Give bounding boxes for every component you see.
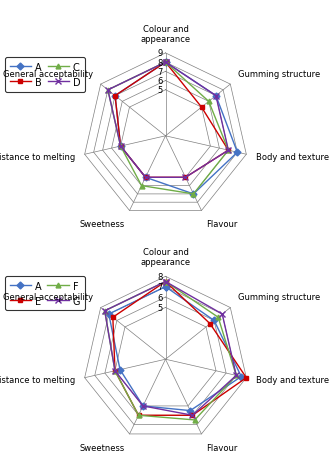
Text: 6: 6: [158, 293, 163, 302]
Text: Gumming structure: Gumming structure: [238, 293, 320, 302]
Text: Flavour: Flavour: [206, 443, 237, 452]
Text: 5: 5: [158, 86, 163, 95]
Text: 9: 9: [158, 49, 163, 58]
Text: 7: 7: [158, 283, 163, 292]
Text: Body and texture: Body and texture: [256, 152, 329, 162]
Legend: A, B, C, D: A, B, C, D: [5, 58, 85, 92]
Text: Sweetness: Sweetness: [80, 443, 125, 452]
Text: 5: 5: [158, 303, 163, 312]
Text: General acceptability: General acceptability: [3, 293, 93, 302]
Text: Gumming structure: Gumming structure: [238, 70, 320, 79]
Text: Body and texture: Body and texture: [256, 375, 329, 384]
Legend: A, E, F, G: A, E, F, G: [5, 276, 85, 311]
Text: Colour and
appearance: Colour and appearance: [140, 248, 191, 267]
Text: Resistance to melting: Resistance to melting: [0, 375, 75, 384]
Text: General acceptability: General acceptability: [3, 70, 93, 79]
Text: 8: 8: [158, 272, 163, 281]
Text: 7: 7: [158, 68, 163, 76]
Text: Resistance to melting: Resistance to melting: [0, 152, 75, 162]
Text: 8: 8: [158, 59, 163, 67]
Text: Sweetness: Sweetness: [80, 220, 125, 229]
Text: 6: 6: [158, 77, 163, 86]
Text: Flavour: Flavour: [206, 220, 237, 229]
Text: Colour and
appearance: Colour and appearance: [140, 25, 191, 44]
